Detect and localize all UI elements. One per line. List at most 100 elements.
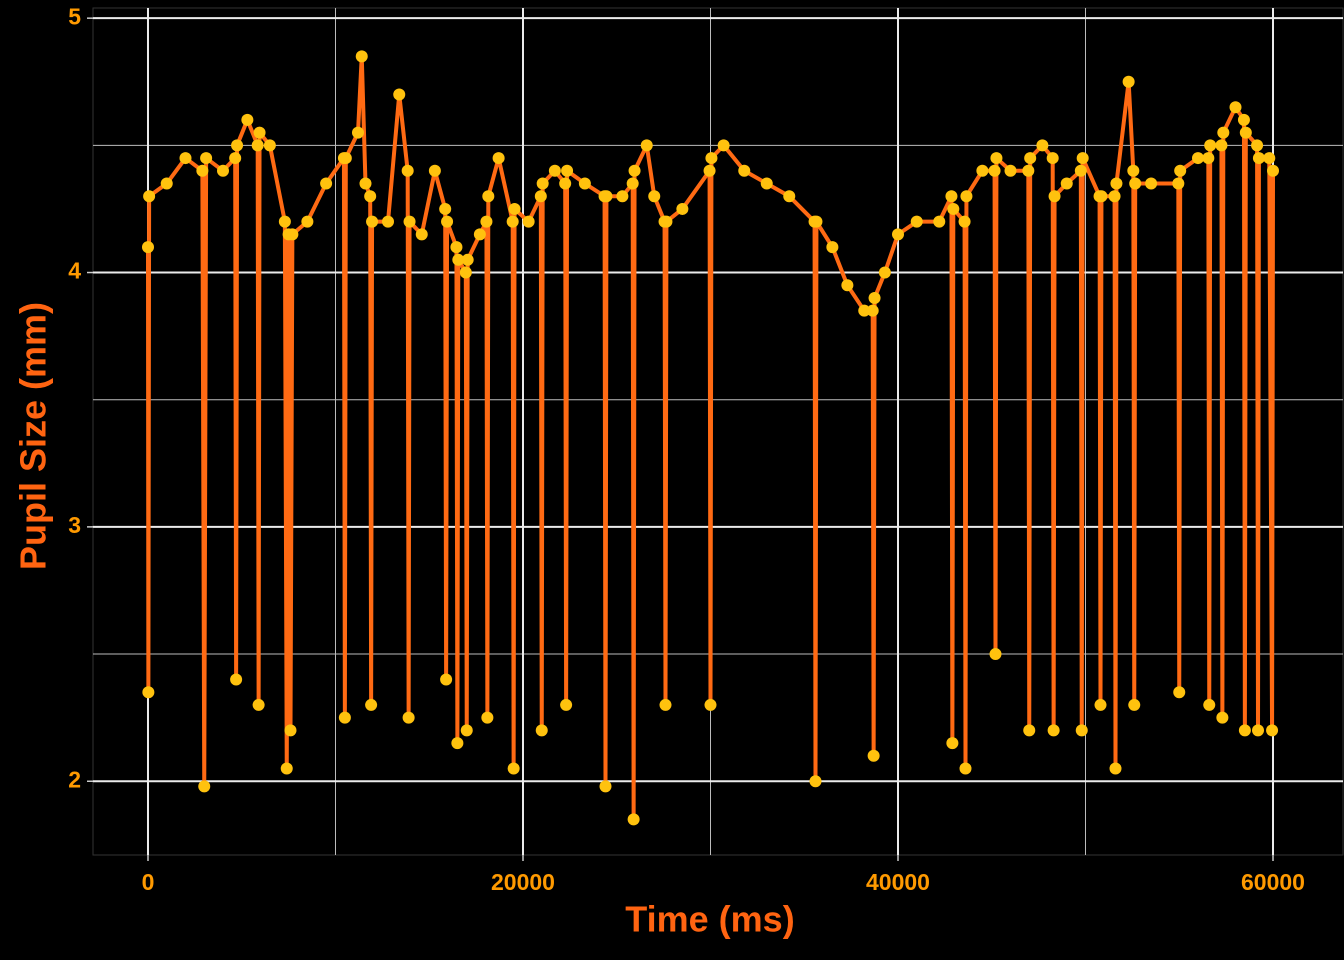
data-point (783, 190, 796, 203)
data-point (703, 164, 716, 177)
data-point (960, 190, 973, 203)
data-point (626, 177, 639, 190)
data-point (381, 215, 394, 228)
data-point (628, 164, 641, 177)
data-point (536, 177, 549, 190)
data-point (1024, 152, 1037, 165)
data-point (892, 228, 905, 241)
data-point (1023, 724, 1036, 737)
data-point (1109, 762, 1122, 775)
data-point (959, 762, 972, 775)
data-point (1174, 164, 1187, 177)
data-point (216, 164, 229, 177)
data-point (440, 673, 453, 686)
y-tick-label: 3 (68, 512, 81, 538)
data-point (1036, 139, 1049, 152)
data-point (676, 202, 689, 215)
data-point (1022, 164, 1035, 177)
data-point (1229, 101, 1242, 114)
plot-panel (92, 7, 1344, 856)
data-point (868, 291, 881, 304)
data-point (945, 190, 958, 203)
data-point (439, 202, 452, 215)
data-point (809, 775, 822, 788)
data-point (320, 177, 333, 190)
data-point (599, 780, 612, 793)
data-point (482, 190, 495, 203)
data-point (415, 228, 428, 241)
data-point (1267, 164, 1280, 177)
data-point (705, 152, 718, 165)
data-point (976, 164, 989, 177)
data-point (704, 698, 717, 711)
data-point (364, 190, 377, 203)
data-point (810, 215, 823, 228)
data-point (1173, 686, 1186, 699)
data-point (141, 241, 154, 254)
x-axis-title: Time (ms) (625, 899, 794, 940)
data-point (492, 152, 505, 165)
data-point (958, 215, 971, 228)
data-point (460, 724, 473, 737)
data-point (1110, 177, 1123, 190)
data-point (365, 698, 378, 711)
data-point (366, 215, 379, 228)
data-point (1204, 139, 1217, 152)
data-point (286, 228, 299, 241)
data-point (878, 266, 891, 279)
data-point (160, 177, 173, 190)
data-point (284, 724, 297, 737)
data-point (473, 228, 486, 241)
x-tick-label: 60000 (1241, 869, 1305, 895)
data-point (534, 190, 547, 203)
data-point (600, 190, 613, 203)
data-point (229, 152, 242, 165)
data-point (1217, 126, 1230, 139)
data-point (535, 724, 548, 737)
x-tick-label: 0 (142, 869, 155, 895)
data-point (522, 215, 535, 228)
data-point (351, 126, 364, 139)
data-point (231, 139, 244, 152)
data-point (717, 139, 730, 152)
data-line (145, 54, 1276, 822)
data-point (548, 164, 561, 177)
data-point (198, 780, 211, 793)
data-point (506, 215, 519, 228)
x-tick-label: 40000 (866, 869, 930, 895)
data-point (858, 304, 871, 317)
data-point (359, 177, 372, 190)
y-tick-label: 2 (68, 766, 81, 792)
data-point (450, 241, 463, 254)
data-point (988, 164, 1001, 177)
data-point (263, 139, 276, 152)
data-point (481, 711, 494, 724)
data-point (947, 202, 960, 215)
data-point (1238, 724, 1251, 737)
data-point (989, 648, 1002, 661)
data-point (142, 686, 155, 699)
data-point (451, 737, 464, 750)
data-point (241, 113, 254, 126)
data-point (990, 152, 1003, 165)
data-point (278, 215, 291, 228)
data-point (648, 190, 661, 203)
x-tick-label: 20000 (491, 869, 555, 895)
data-point (738, 164, 751, 177)
data-point (640, 139, 653, 152)
data-point (1004, 164, 1017, 177)
data-point (252, 698, 265, 711)
y-axis-title: Pupil Size (mm) (13, 302, 54, 570)
data-point (280, 762, 293, 775)
data-point (1263, 152, 1276, 165)
data-point (560, 698, 573, 711)
data-point (179, 152, 192, 165)
data-point (1203, 698, 1216, 711)
data-point (1048, 190, 1061, 203)
data-point (1094, 698, 1107, 711)
data-point (1122, 75, 1135, 88)
data-point (841, 279, 854, 292)
y-tick-label: 4 (68, 258, 81, 284)
data-point (946, 737, 959, 750)
